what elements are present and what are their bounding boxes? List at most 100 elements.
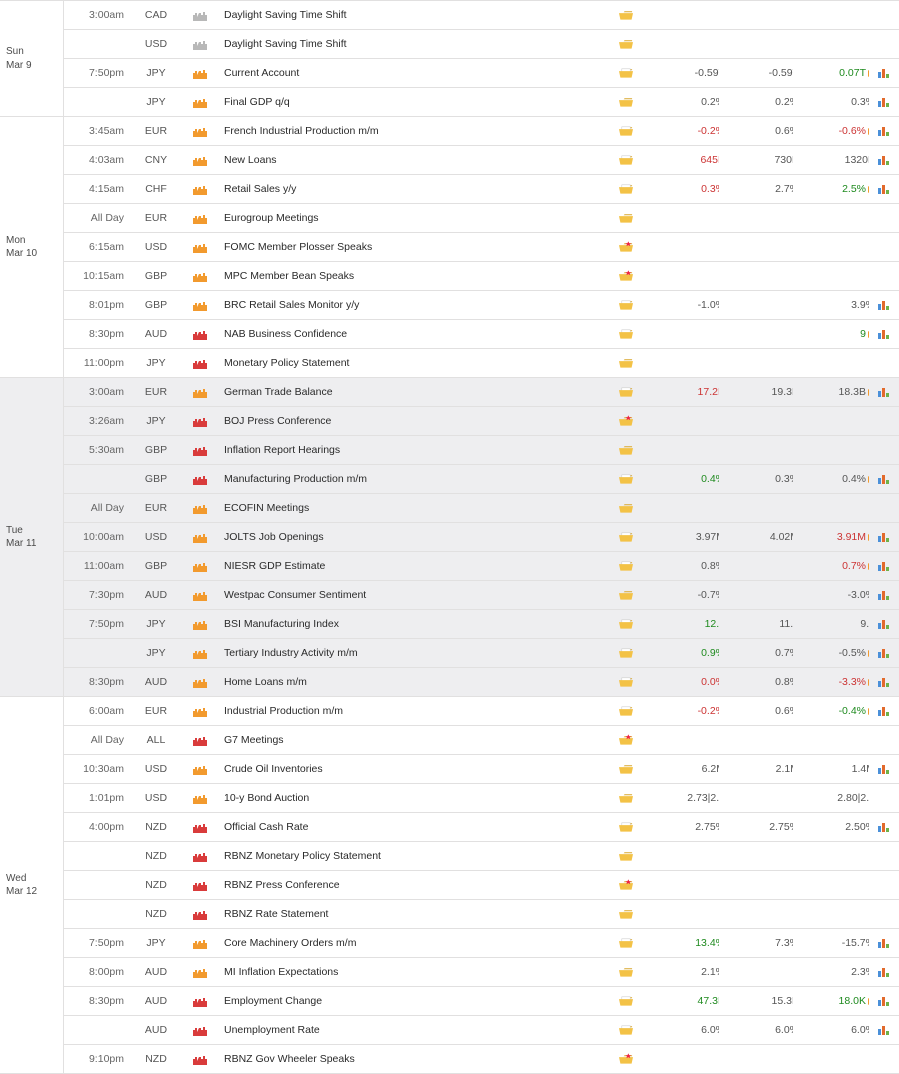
event-name[interactable]: RBNZ Press Conference [218,871,454,900]
chart-icon[interactable] [869,581,899,610]
chart-icon[interactable] [869,117,899,146]
folder-icon[interactable] [613,175,639,204]
folder-icon[interactable] [613,697,639,726]
folder-icon[interactable] [613,320,639,349]
event-name[interactable]: 10-y Bond Auction [218,784,454,813]
event-name[interactable]: Final GDP q/q [218,88,454,117]
folder-icon[interactable] [613,871,639,900]
event-name[interactable]: MPC Member Bean Speaks [218,262,454,291]
chart-icon[interactable] [869,523,899,552]
chart-icon[interactable] [869,146,899,175]
chart-icon[interactable] [869,755,899,784]
event-name[interactable]: BSI Manufacturing Index [218,610,454,639]
folder-icon[interactable] [613,349,639,378]
folder-icon[interactable] [613,117,639,146]
event-name[interactable]: Inflation Report Hearings [218,436,454,465]
folder-icon[interactable] [613,813,639,842]
folder-icon[interactable] [613,233,639,262]
chart-icon[interactable] [869,378,899,407]
chart-icon[interactable] [869,697,899,726]
folder-icon[interactable] [613,204,639,233]
folder-icon[interactable] [613,436,639,465]
folder-icon[interactable] [613,146,639,175]
folder-icon[interactable] [613,639,639,668]
spacer [454,494,613,523]
chart-icon[interactable] [869,639,899,668]
event-name[interactable]: MI Inflation Expectations [218,958,454,987]
folder-icon[interactable] [613,755,639,784]
event-name[interactable]: Unemployment Rate [218,1016,454,1045]
folder-icon[interactable] [613,929,639,958]
event-name[interactable]: Current Account [218,59,454,88]
event-name[interactable]: Westpac Consumer Sentiment [218,581,454,610]
folder-icon[interactable] [613,1016,639,1045]
event-name[interactable]: BRC Retail Sales Monitor y/y [218,291,454,320]
folder-icon[interactable] [613,900,639,929]
event-name[interactable]: Tertiary Industry Activity m/m [218,639,454,668]
chart-icon[interactable] [869,320,899,349]
folder-icon[interactable] [613,581,639,610]
folder-icon[interactable] [613,1045,639,1074]
event-name[interactable]: FOMC Member Plosser Speaks [218,233,454,262]
event-name[interactable]: ECOFIN Meetings [218,494,454,523]
event-name[interactable]: RBNZ Rate Statement [218,900,454,929]
event-name[interactable]: Employment Change [218,987,454,1016]
folder-icon[interactable] [613,291,639,320]
event-name[interactable]: BOJ Press Conference [218,407,454,436]
folder-icon[interactable] [613,958,639,987]
event-name[interactable]: JOLTS Job Openings [218,523,454,552]
chart-icon[interactable] [869,610,899,639]
time-cell: 10:00am [64,523,130,552]
chart-icon[interactable] [869,88,899,117]
folder-icon[interactable] [613,30,639,59]
folder-icon[interactable] [613,987,639,1016]
chart-icon[interactable] [869,291,899,320]
event-name[interactable]: RBNZ Gov Wheeler Speaks [218,1045,454,1074]
chart-icon[interactable] [869,813,899,842]
time-cell [64,900,130,929]
event-name[interactable]: French Industrial Production m/m [218,117,454,146]
chart-icon[interactable] [869,552,899,581]
folder-icon[interactable] [613,726,639,755]
chart-icon[interactable] [869,465,899,494]
folder-icon[interactable] [613,668,639,697]
folder-icon[interactable] [613,59,639,88]
event-name[interactable]: Industrial Production m/m [218,697,454,726]
folder-icon[interactable] [613,494,639,523]
event-name[interactable]: Monetary Policy Statement [218,349,454,378]
chart-icon[interactable] [869,929,899,958]
chart-icon[interactable] [869,175,899,204]
folder-icon[interactable] [613,552,639,581]
event-name[interactable]: Manufacturing Production m/m [218,465,454,494]
chart-icon[interactable] [869,958,899,987]
event-name[interactable]: German Trade Balance [218,378,454,407]
folder-icon[interactable] [613,1,639,30]
event-name[interactable]: Crude Oil Inventories [218,755,454,784]
event-name[interactable]: Daylight Saving Time Shift [218,30,454,59]
event-name[interactable]: G7 Meetings [218,726,454,755]
chart-icon[interactable] [869,668,899,697]
event-name[interactable]: Retail Sales y/y [218,175,454,204]
folder-icon[interactable] [613,784,639,813]
event-name[interactable]: Eurogroup Meetings [218,204,454,233]
event-name[interactable]: Official Cash Rate [218,813,454,842]
event-name[interactable]: NIESR GDP Estimate [218,552,454,581]
folder-icon[interactable] [613,262,639,291]
event-name[interactable]: Daylight Saving Time Shift [218,1,454,30]
folder-icon[interactable] [613,610,639,639]
event-name[interactable]: Core Machinery Orders m/m [218,929,454,958]
folder-icon[interactable] [613,378,639,407]
event-name[interactable]: RBNZ Monetary Policy Statement [218,842,454,871]
chart-icon[interactable] [869,1016,899,1045]
folder-icon[interactable] [613,523,639,552]
folder-icon[interactable] [613,842,639,871]
folder-icon[interactable] [613,407,639,436]
spacer [454,291,613,320]
event-name[interactable]: New Loans [218,146,454,175]
chart-icon[interactable] [869,59,899,88]
event-name[interactable]: Home Loans m/m [218,668,454,697]
event-name[interactable]: NAB Business Confidence [218,320,454,349]
folder-icon[interactable] [613,88,639,117]
folder-icon[interactable] [613,465,639,494]
chart-icon[interactable] [869,987,899,1016]
